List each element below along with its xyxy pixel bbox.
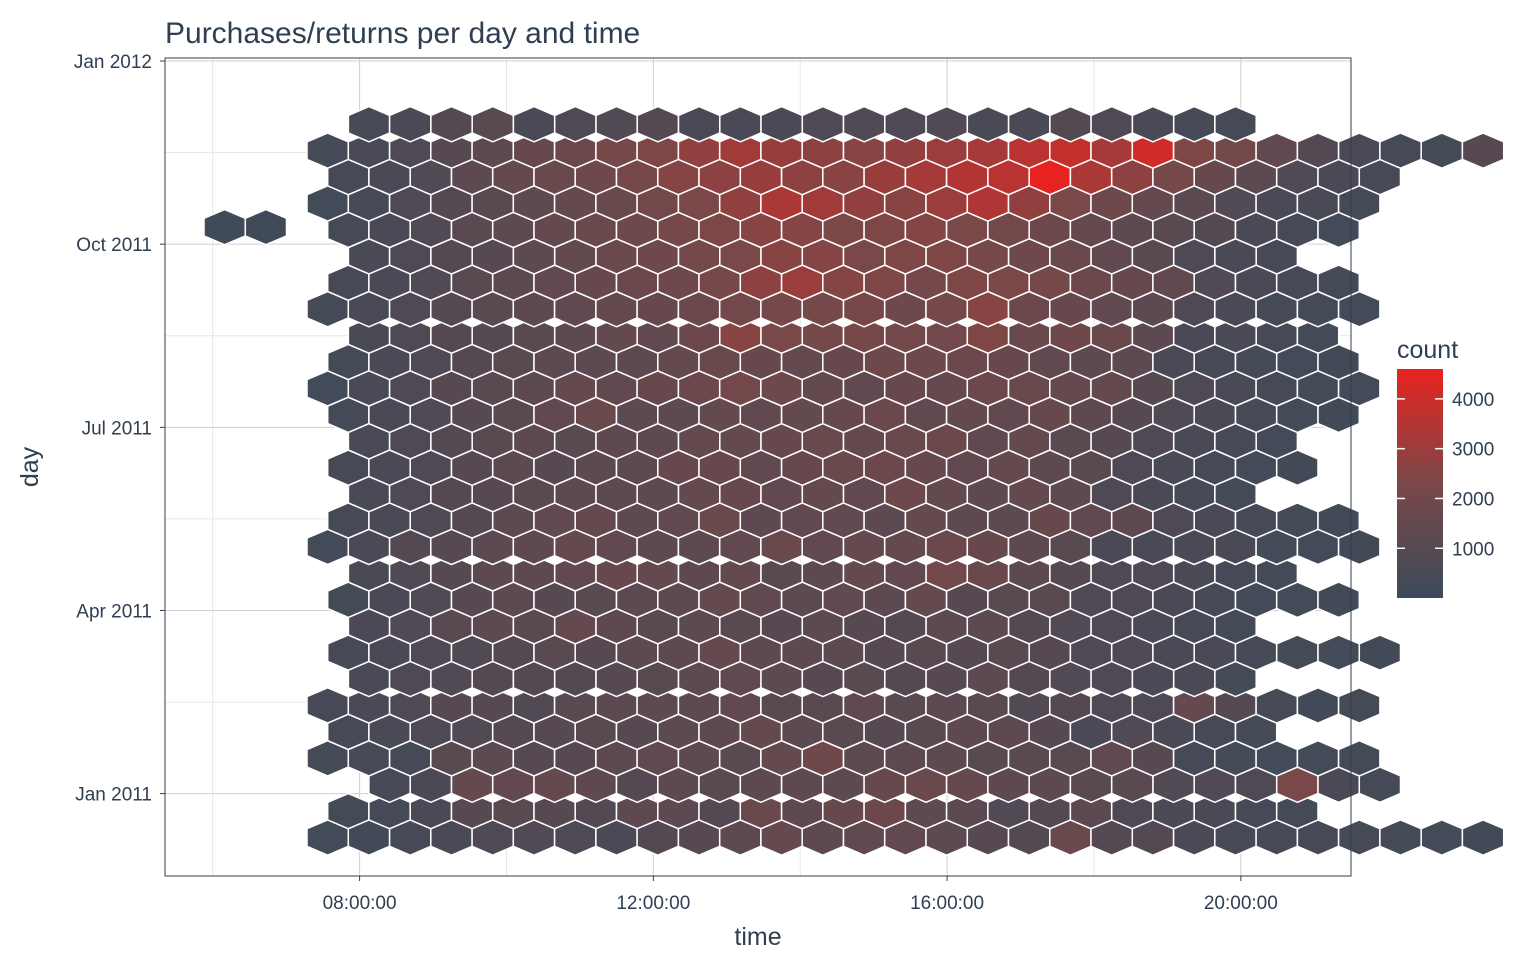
hex-cell bbox=[1275, 792, 1319, 830]
hex-cell bbox=[1275, 634, 1319, 672]
y-tick-label: Apr 2011 bbox=[76, 601, 152, 622]
hex-cell bbox=[966, 105, 1010, 143]
hex-cell bbox=[1007, 105, 1051, 143]
hex-cell bbox=[925, 105, 969, 143]
hex-cell bbox=[347, 105, 391, 143]
hex-cell bbox=[388, 105, 432, 143]
hex-cell bbox=[553, 105, 597, 143]
hex-cell bbox=[1049, 105, 1092, 143]
hex-cell bbox=[1379, 819, 1422, 857]
legend-title: count bbox=[1397, 336, 1458, 364]
hex-cell bbox=[1317, 264, 1361, 302]
legend-ticks: 1000 2000 3000 4000 bbox=[1397, 390, 1494, 560]
hex-cell bbox=[1317, 581, 1361, 619]
x-axis-title: time bbox=[734, 923, 781, 951]
x-tick-label: 08:00:00 bbox=[323, 893, 397, 914]
hex-cell bbox=[1255, 554, 1299, 592]
hex-cell bbox=[512, 105, 556, 143]
hex-cell bbox=[1337, 819, 1381, 857]
hex-cell bbox=[1090, 105, 1134, 143]
legend-tick-label: 1000 bbox=[1452, 539, 1494, 560]
hex-cell bbox=[1337, 739, 1381, 777]
hex-cell bbox=[636, 105, 680, 143]
y-tick-label: Jan 2012 bbox=[74, 52, 152, 73]
hex-cell bbox=[1172, 105, 1216, 143]
hex-cell bbox=[884, 105, 927, 143]
hex-cell bbox=[719, 105, 762, 143]
legend-tick-label: 4000 bbox=[1452, 390, 1494, 411]
y-tick-label: Jul 2011 bbox=[82, 418, 152, 439]
y-axis-ticks: Jan 2011 Apr 2011 Jul 2011 Oct 2011 Jan 2012 bbox=[74, 52, 165, 806]
legend-colorbar bbox=[1397, 369, 1443, 598]
hex-cell bbox=[1296, 317, 1340, 355]
y-tick-label: Jan 2011 bbox=[75, 785, 152, 806]
hex-cell bbox=[1131, 105, 1175, 143]
hex-cell bbox=[244, 208, 288, 246]
hex-cell bbox=[677, 105, 721, 143]
hex-cell bbox=[1296, 686, 1340, 724]
hex-cell bbox=[1317, 634, 1361, 672]
legend-tick-label: 3000 bbox=[1452, 440, 1494, 461]
x-axis-ticks: 08:00:00 12:00:00 16:00:00 20:00:00 bbox=[323, 876, 1278, 914]
color-legend: count 1000 2000 3000 4000 bbox=[1397, 336, 1494, 598]
hex-cell bbox=[801, 105, 845, 143]
hexbin-cells bbox=[203, 105, 1505, 857]
chart-title: Purchases/returns per day and time bbox=[165, 17, 640, 50]
panel-border bbox=[164, 57, 1352, 877]
hex-cell bbox=[1420, 132, 1464, 170]
x-tick-label: 12:00:00 bbox=[616, 893, 690, 914]
hex-cell bbox=[203, 208, 247, 246]
hex-cell bbox=[1358, 634, 1402, 672]
hex-cell bbox=[1461, 819, 1505, 857]
hex-cell bbox=[1214, 105, 1257, 143]
hex-cell bbox=[471, 105, 515, 143]
y-axis-title: day bbox=[16, 446, 44, 487]
hex-cell bbox=[1461, 132, 1505, 170]
hex-cell bbox=[430, 105, 473, 143]
x-tick-label: 16:00:00 bbox=[910, 893, 984, 914]
x-tick-label: 20:00:00 bbox=[1204, 893, 1278, 914]
hex-cell bbox=[1337, 686, 1381, 724]
hex-cell bbox=[595, 105, 638, 143]
hex-cell bbox=[1420, 819, 1464, 857]
hex-cell bbox=[1317, 502, 1361, 539]
hex-cell bbox=[842, 105, 886, 143]
y-tick-label: Oct 2011 bbox=[76, 235, 152, 256]
legend-tick-label: 2000 bbox=[1452, 489, 1494, 510]
hex-cell bbox=[760, 105, 804, 143]
